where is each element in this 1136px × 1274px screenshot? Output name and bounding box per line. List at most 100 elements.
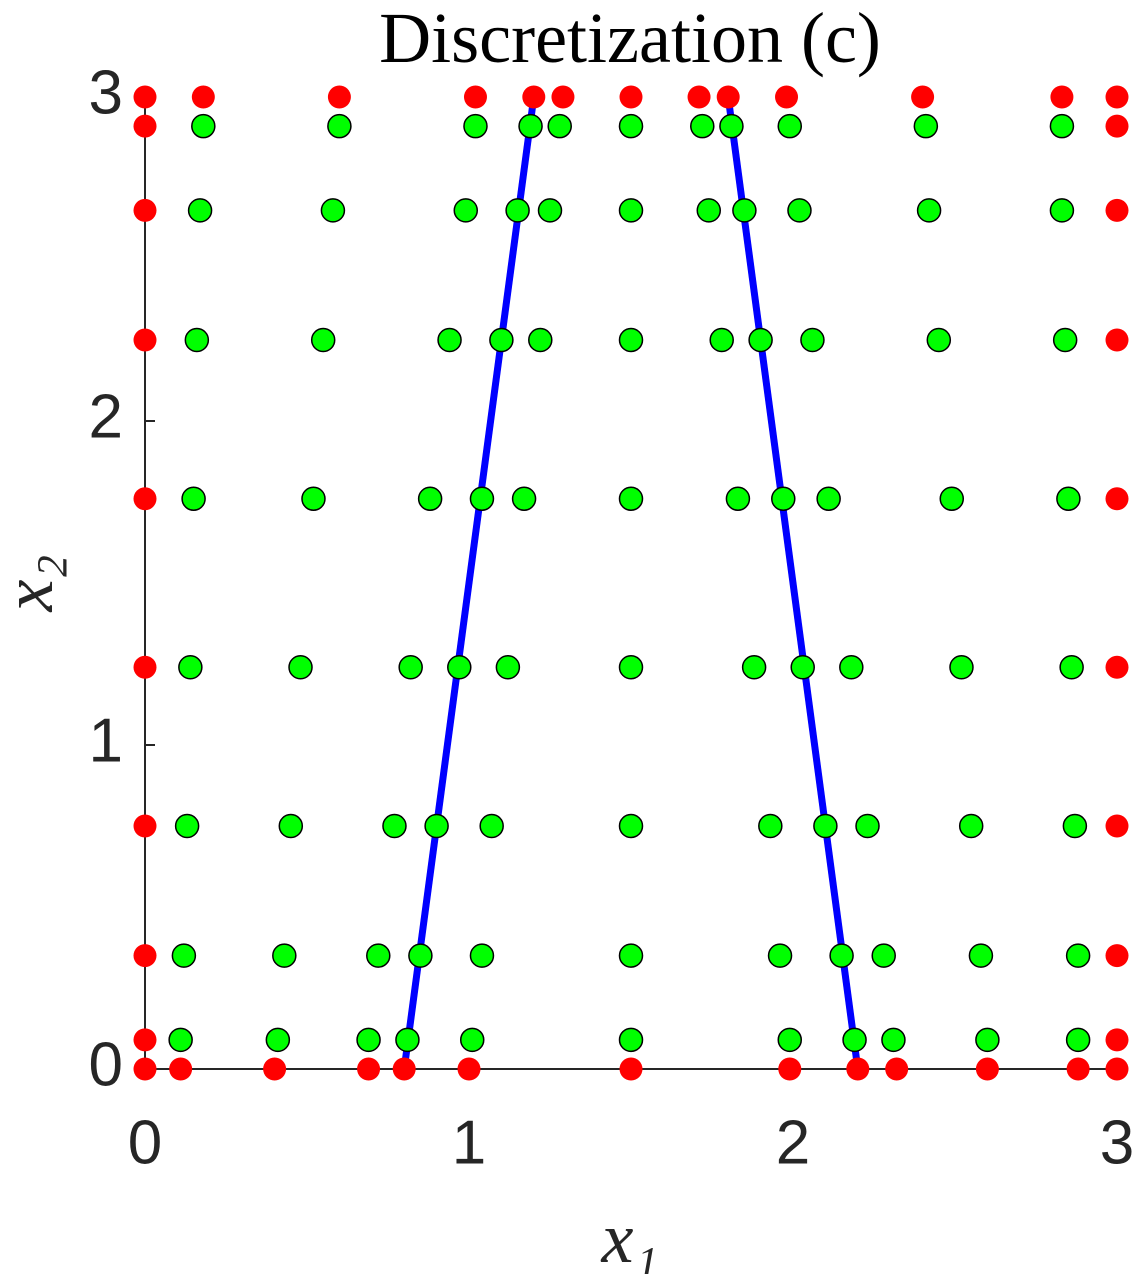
point — [518, 113, 543, 139]
point — [949, 654, 974, 680]
point — [511, 486, 537, 512]
point — [528, 327, 553, 353]
point — [133, 85, 157, 109]
point — [767, 943, 793, 968]
point — [133, 944, 157, 968]
point — [187, 198, 213, 223]
point — [687, 85, 711, 109]
point — [829, 943, 854, 968]
point — [133, 814, 157, 838]
point — [191, 85, 215, 109]
point — [265, 1027, 291, 1053]
y-axis-label: x₂ — [0, 555, 68, 613]
point — [133, 114, 157, 138]
point — [133, 655, 157, 679]
point — [463, 85, 487, 109]
point — [174, 813, 200, 839]
point — [778, 1057, 802, 1081]
point — [1065, 1027, 1091, 1053]
point — [547, 113, 572, 139]
y-tick-label: 0 — [89, 1030, 123, 1099]
point — [775, 85, 799, 109]
point — [133, 1028, 157, 1052]
point — [709, 327, 734, 353]
point — [505, 198, 530, 223]
point — [395, 1027, 420, 1053]
point — [272, 943, 297, 968]
point — [741, 654, 767, 680]
point — [618, 943, 644, 968]
x-tick-label: 0 — [128, 1108, 162, 1177]
point — [392, 1057, 416, 1081]
point — [958, 813, 984, 839]
x-axis-label: x₁ — [601, 1198, 659, 1274]
point — [469, 943, 495, 968]
point — [551, 85, 575, 109]
y-tick-label: 2 — [89, 382, 123, 451]
point — [618, 113, 644, 139]
point — [975, 1027, 1000, 1053]
point — [310, 327, 336, 353]
point — [382, 813, 407, 839]
point — [855, 813, 880, 839]
point — [1105, 487, 1129, 511]
point — [618, 327, 644, 353]
point — [133, 1057, 157, 1081]
point — [133, 487, 157, 511]
point — [939, 486, 965, 512]
point — [911, 85, 935, 109]
point — [618, 486, 644, 512]
point — [417, 486, 443, 512]
point — [1105, 814, 1129, 838]
point — [1105, 328, 1129, 352]
point — [758, 813, 783, 839]
point — [469, 486, 495, 512]
point — [800, 327, 825, 353]
point — [169, 1057, 193, 1081]
point — [263, 1057, 287, 1081]
point — [171, 943, 197, 968]
point — [1105, 198, 1129, 222]
point — [1105, 655, 1129, 679]
point — [842, 1027, 867, 1053]
point — [968, 943, 994, 968]
point — [191, 113, 216, 139]
point — [790, 654, 815, 680]
point — [495, 654, 521, 680]
point — [1105, 114, 1129, 138]
point — [479, 813, 504, 839]
line — [724, 96, 862, 1070]
point — [871, 943, 896, 968]
point — [1049, 113, 1075, 139]
point — [1062, 813, 1088, 839]
point — [619, 1057, 643, 1081]
point — [459, 1027, 485, 1053]
point — [916, 198, 942, 223]
point — [1052, 327, 1078, 353]
point — [357, 1057, 381, 1081]
point — [288, 654, 313, 680]
point — [133, 328, 157, 352]
point — [1065, 943, 1091, 968]
point — [748, 327, 773, 353]
point — [716, 85, 740, 109]
point — [881, 1027, 906, 1053]
point — [489, 327, 514, 353]
point — [320, 198, 346, 223]
point — [619, 85, 643, 109]
point — [839, 654, 864, 680]
point — [885, 1057, 909, 1081]
chart-title: Discretization (c) — [379, 0, 881, 78]
point — [178, 654, 203, 680]
point — [278, 813, 304, 839]
point — [787, 198, 812, 223]
point — [618, 198, 644, 223]
point — [1105, 1057, 1129, 1081]
point — [777, 1027, 803, 1053]
point — [816, 486, 841, 512]
point — [1050, 85, 1074, 109]
x-tick-label: 1 — [452, 1108, 486, 1177]
point — [777, 113, 803, 139]
y-tick-label: 3 — [89, 58, 123, 127]
point — [813, 813, 838, 839]
